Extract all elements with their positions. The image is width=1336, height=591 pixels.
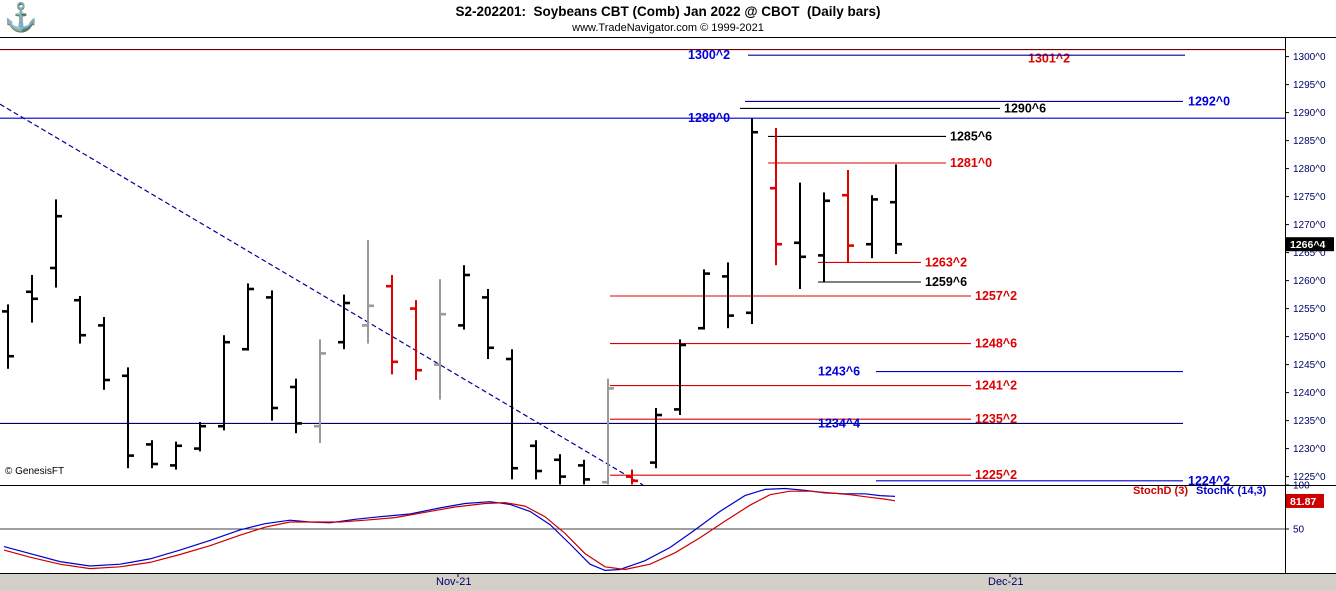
stoch-value-badge-text: 81.87 [1290, 496, 1316, 508]
time-axis-strip[interactable] [0, 573, 1336, 591]
price-axis-label: 1300^0 [1293, 52, 1326, 63]
price-level-label: 1259^6 [925, 275, 967, 289]
price-level-label: 1235^2 [975, 412, 1017, 426]
last-price-badge [1286, 237, 1334, 252]
anchor-icon: ⚓ [4, 2, 38, 32]
stoch-axis-label: 50 [1293, 525, 1305, 536]
genesis-anchor-logo: ⚓ [4, 0, 38, 34]
price-axis-label: 1235^0 [1293, 416, 1326, 427]
stochd-legend[interactable]: StochD (3) [1133, 485, 1188, 497]
price-axis-label: 1290^0 [1293, 108, 1326, 119]
price-axis-label: 1245^0 [1293, 360, 1326, 371]
price-axis-label: 1240^0 [1293, 388, 1326, 399]
price-axis-label: 1270^0 [1293, 220, 1326, 231]
price-axis-label: 1260^0 [1293, 276, 1326, 287]
price-axis-label: 1285^0 [1293, 136, 1326, 147]
price-axis-label: 1265^0 [1293, 248, 1326, 259]
price-axis-label: 1280^0 [1293, 164, 1326, 175]
price-level-label: 1243^6 [818, 365, 860, 379]
time-label-dec: Dec-21 [988, 576, 1024, 588]
chart-canvas[interactable]: 1301^2 1300^2 1292^0 1290^6 1289^0 1285^6 1281… [0, 37, 1336, 591]
price-level-label: 1224^2 [1188, 474, 1230, 488]
stochk-legend[interactable]: StochK (14,3) [1196, 485, 1267, 497]
price-axis-label: 1225^0 [1293, 472, 1326, 483]
price-level-label: 1300^2 [688, 48, 730, 62]
price-level-label: 1289^0 [688, 111, 730, 125]
price-level-label: 1281^0 [950, 156, 992, 170]
price-axis-label: 1255^0 [1293, 304, 1326, 315]
price-axis-label: 1275^0 [1293, 192, 1326, 203]
price-level-label: 1257^2 [975, 289, 1017, 303]
price-axis-label: 1230^0 [1293, 444, 1326, 455]
last-price-badge-text: 1266^4 [1290, 239, 1325, 251]
stoch-axis-label: 100 [1293, 481, 1310, 492]
chart-subtitle: www.TradeNavigator.com © 1999-2021 [572, 22, 764, 34]
trendline [0, 103, 644, 486]
genesisft-watermark: © GenesisFT [5, 466, 65, 477]
price-axis-label: 1295^0 [1293, 80, 1326, 91]
stochk-line [3, 487, 896, 572]
price-level-label: 1241^2 [975, 379, 1017, 393]
price-level-label: 1301^2 [1028, 52, 1070, 66]
time-label-nov: Nov-21 [436, 576, 472, 588]
price-level-label: 1248^6 [975, 337, 1017, 351]
price-level-label: 1225^2 [975, 468, 1017, 482]
price-level-label: 1292^0 [1188, 94, 1230, 108]
price-axis-label: 1250^0 [1293, 332, 1326, 343]
chart-title: S2-202201: Soybeans CBT (Comb) Jan 2022 … [455, 4, 881, 19]
stochd-line [3, 490, 896, 571]
price-level-label: 1290^6 [1004, 101, 1046, 115]
stoch-value-badge [1286, 493, 1324, 508]
price-level-label: 1285^6 [950, 129, 992, 143]
price-level-label: 1263^2 [925, 255, 967, 269]
price-level-label: 1234^4 [818, 416, 860, 430]
